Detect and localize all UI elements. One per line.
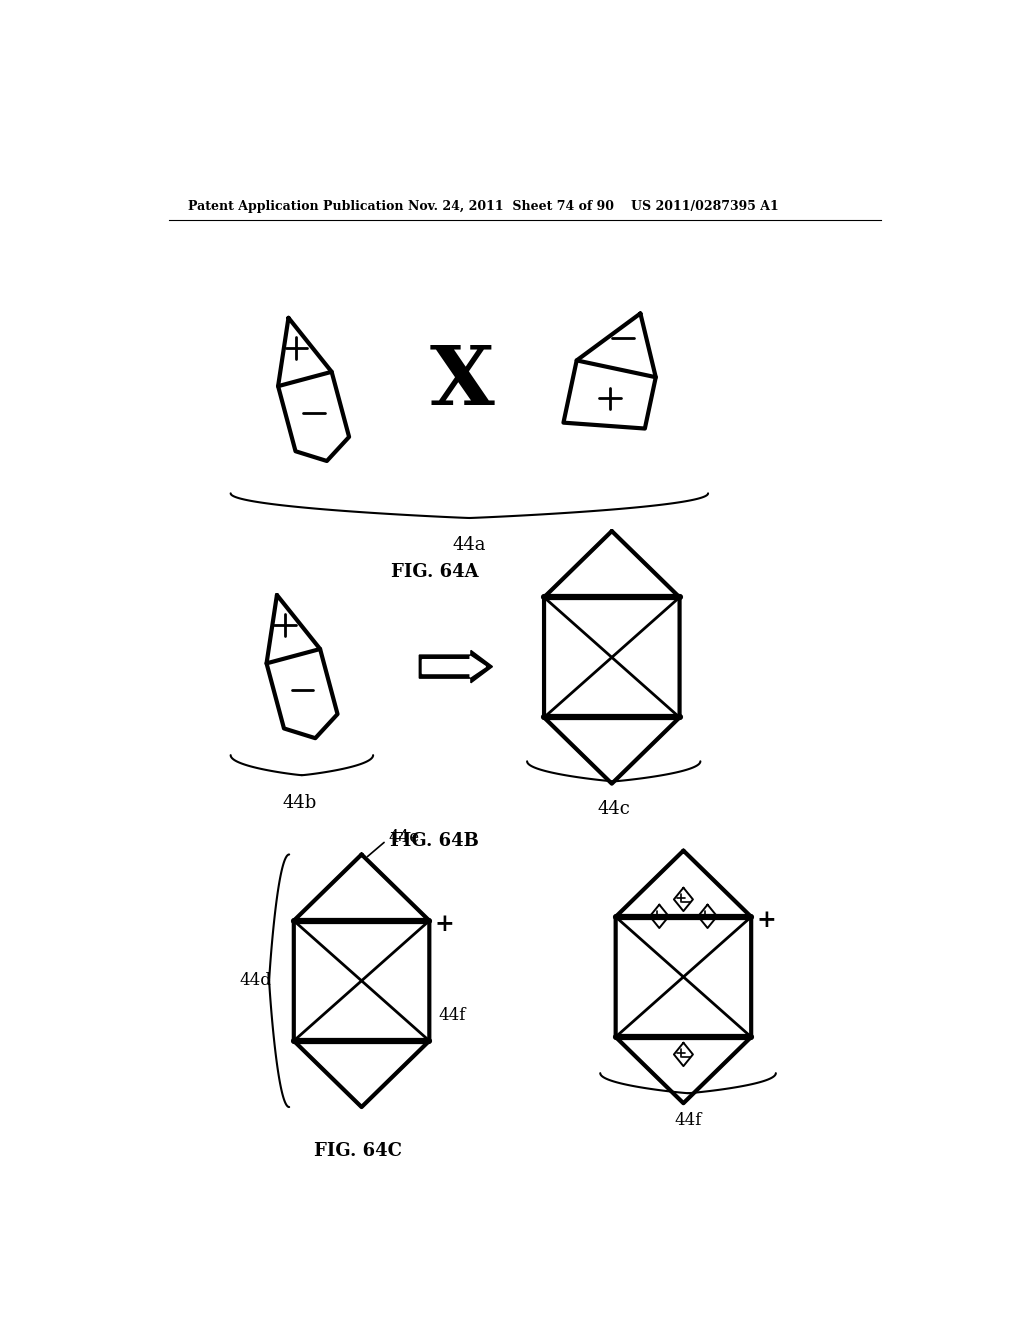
- Text: FIG. 64B: FIG. 64B: [390, 832, 479, 850]
- Text: Patent Application Publication: Patent Application Publication: [188, 199, 403, 213]
- Text: FIG. 64C: FIG. 64C: [313, 1142, 401, 1160]
- Text: 44f: 44f: [675, 1111, 701, 1129]
- Text: 44a: 44a: [453, 536, 486, 553]
- Text: 44e: 44e: [388, 829, 420, 846]
- Text: 44d: 44d: [240, 973, 271, 989]
- Text: 44f: 44f: [438, 1007, 466, 1024]
- Text: Nov. 24, 2011  Sheet 74 of 90: Nov. 24, 2011 Sheet 74 of 90: [408, 199, 613, 213]
- Text: 44b: 44b: [283, 793, 317, 812]
- FancyArrow shape: [422, 656, 485, 677]
- Text: X: X: [429, 342, 494, 421]
- Text: 44c: 44c: [598, 800, 631, 818]
- Text: US 2011/0287395 A1: US 2011/0287395 A1: [631, 199, 779, 213]
- FancyArrow shape: [419, 651, 493, 682]
- Text: +: +: [757, 908, 776, 932]
- Text: FIG. 64A: FIG. 64A: [391, 562, 478, 581]
- Text: +: +: [435, 912, 455, 936]
